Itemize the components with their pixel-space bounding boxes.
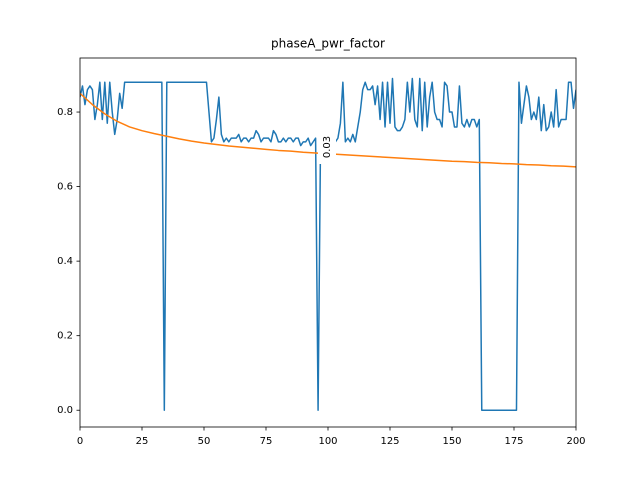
annotation: 0.03: [322, 136, 333, 158]
x-tick-label: 175: [504, 436, 523, 447]
y-tick-label: 0.6: [57, 182, 73, 193]
chart-title: phaseA_pwr_factor: [271, 37, 385, 51]
x-tick-label: 125: [380, 436, 399, 447]
y-tick-label: 0.8: [57, 107, 73, 118]
x-tick-label: 150: [442, 436, 461, 447]
x-tick-label: 75: [260, 436, 273, 447]
y-tick-label: 0.4: [57, 256, 73, 267]
y-tick-label: 0.2: [57, 331, 73, 342]
y-tick-label: 0.0: [57, 405, 73, 416]
x-tick-label: 0: [77, 436, 83, 447]
annotation-box: [318, 130, 336, 164]
x-tick-label: 100: [318, 436, 337, 447]
x-tick-label: 25: [136, 436, 149, 447]
x-tick-label: 200: [566, 436, 585, 447]
x-tick-label: 50: [198, 436, 211, 447]
